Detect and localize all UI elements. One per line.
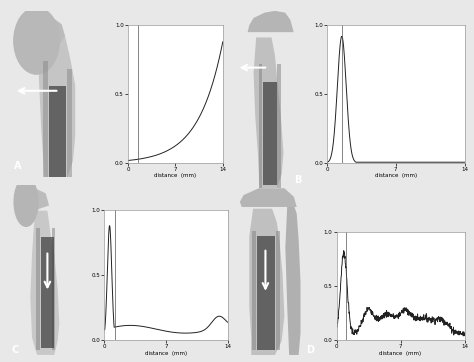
Text: B: B xyxy=(294,175,301,185)
Polygon shape xyxy=(263,82,277,185)
Polygon shape xyxy=(247,11,294,32)
X-axis label: distance  (mm): distance (mm) xyxy=(155,173,196,178)
Polygon shape xyxy=(257,236,275,350)
Circle shape xyxy=(14,178,38,226)
Polygon shape xyxy=(277,64,281,188)
Polygon shape xyxy=(25,14,65,64)
X-axis label: distance  (mm): distance (mm) xyxy=(145,351,187,356)
Circle shape xyxy=(14,8,59,74)
Polygon shape xyxy=(254,38,283,188)
Polygon shape xyxy=(36,228,40,350)
Polygon shape xyxy=(249,209,284,355)
Polygon shape xyxy=(276,231,280,350)
Polygon shape xyxy=(252,231,256,350)
Polygon shape xyxy=(285,205,301,355)
Polygon shape xyxy=(39,36,75,177)
Text: A: A xyxy=(14,161,21,171)
X-axis label: distance  (mm): distance (mm) xyxy=(375,173,417,178)
Polygon shape xyxy=(259,64,262,188)
Polygon shape xyxy=(30,211,59,355)
Polygon shape xyxy=(22,188,49,219)
Text: D: D xyxy=(306,345,314,355)
Polygon shape xyxy=(49,86,66,177)
Polygon shape xyxy=(44,61,48,177)
X-axis label: distance  (mm): distance (mm) xyxy=(380,351,421,356)
Polygon shape xyxy=(52,228,55,350)
Text: C: C xyxy=(11,345,19,355)
Polygon shape xyxy=(41,237,54,348)
Polygon shape xyxy=(67,69,72,177)
Polygon shape xyxy=(240,188,297,207)
